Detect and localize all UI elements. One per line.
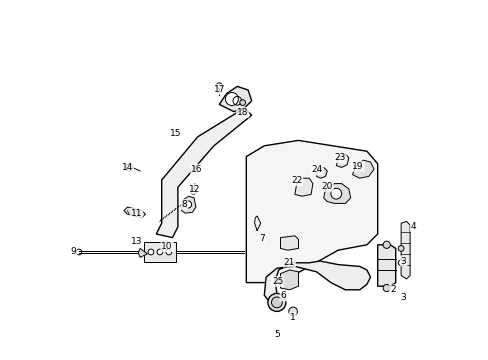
Circle shape	[184, 201, 191, 208]
Text: 17: 17	[213, 85, 224, 94]
Circle shape	[216, 83, 222, 89]
Polygon shape	[400, 221, 409, 279]
Circle shape	[382, 241, 389, 248]
Text: 1: 1	[289, 313, 295, 322]
Circle shape	[157, 249, 163, 255]
Circle shape	[125, 164, 133, 171]
Text: 15: 15	[170, 130, 182, 139]
Circle shape	[288, 307, 297, 316]
Circle shape	[148, 249, 153, 255]
Text: 16: 16	[191, 165, 203, 174]
Polygon shape	[316, 167, 326, 178]
Polygon shape	[264, 261, 370, 304]
Polygon shape	[377, 245, 395, 286]
Text: 6: 6	[280, 292, 285, 300]
Circle shape	[271, 297, 282, 308]
Circle shape	[382, 284, 389, 292]
Text: 10: 10	[161, 242, 172, 251]
Text: 7: 7	[258, 234, 264, 243]
Text: 8: 8	[181, 200, 187, 209]
Text: 13: 13	[130, 237, 142, 246]
Text: 5: 5	[273, 330, 279, 338]
Bar	[143, 242, 176, 262]
Text: 22: 22	[290, 176, 302, 185]
Polygon shape	[246, 140, 377, 283]
Text: 3: 3	[400, 256, 406, 266]
Polygon shape	[323, 184, 350, 203]
Text: 9: 9	[70, 248, 76, 256]
Polygon shape	[280, 270, 298, 290]
Polygon shape	[336, 154, 348, 167]
Polygon shape	[156, 108, 251, 238]
Circle shape	[225, 93, 238, 105]
Text: 20: 20	[321, 182, 332, 191]
Text: 2: 2	[389, 285, 395, 294]
Circle shape	[330, 188, 341, 199]
Polygon shape	[123, 207, 145, 218]
Text: 19: 19	[351, 162, 363, 171]
Polygon shape	[138, 248, 147, 257]
Polygon shape	[181, 196, 196, 213]
Text: 14: 14	[122, 163, 133, 172]
Text: 3: 3	[400, 292, 406, 302]
Polygon shape	[219, 86, 251, 112]
Circle shape	[267, 293, 285, 311]
Text: 21: 21	[283, 258, 295, 266]
Polygon shape	[280, 236, 298, 250]
Polygon shape	[294, 178, 312, 196]
Text: 25: 25	[271, 277, 283, 286]
Circle shape	[190, 189, 196, 194]
Text: 23: 23	[333, 153, 345, 162]
Text: 24: 24	[311, 166, 322, 175]
Circle shape	[397, 246, 403, 251]
Polygon shape	[352, 160, 373, 178]
Circle shape	[239, 100, 245, 105]
Text: 12: 12	[189, 185, 200, 194]
Text: 11: 11	[130, 209, 142, 217]
Circle shape	[397, 260, 403, 266]
Circle shape	[166, 249, 171, 255]
Text: 4: 4	[410, 222, 416, 231]
Text: 18: 18	[237, 108, 248, 117]
